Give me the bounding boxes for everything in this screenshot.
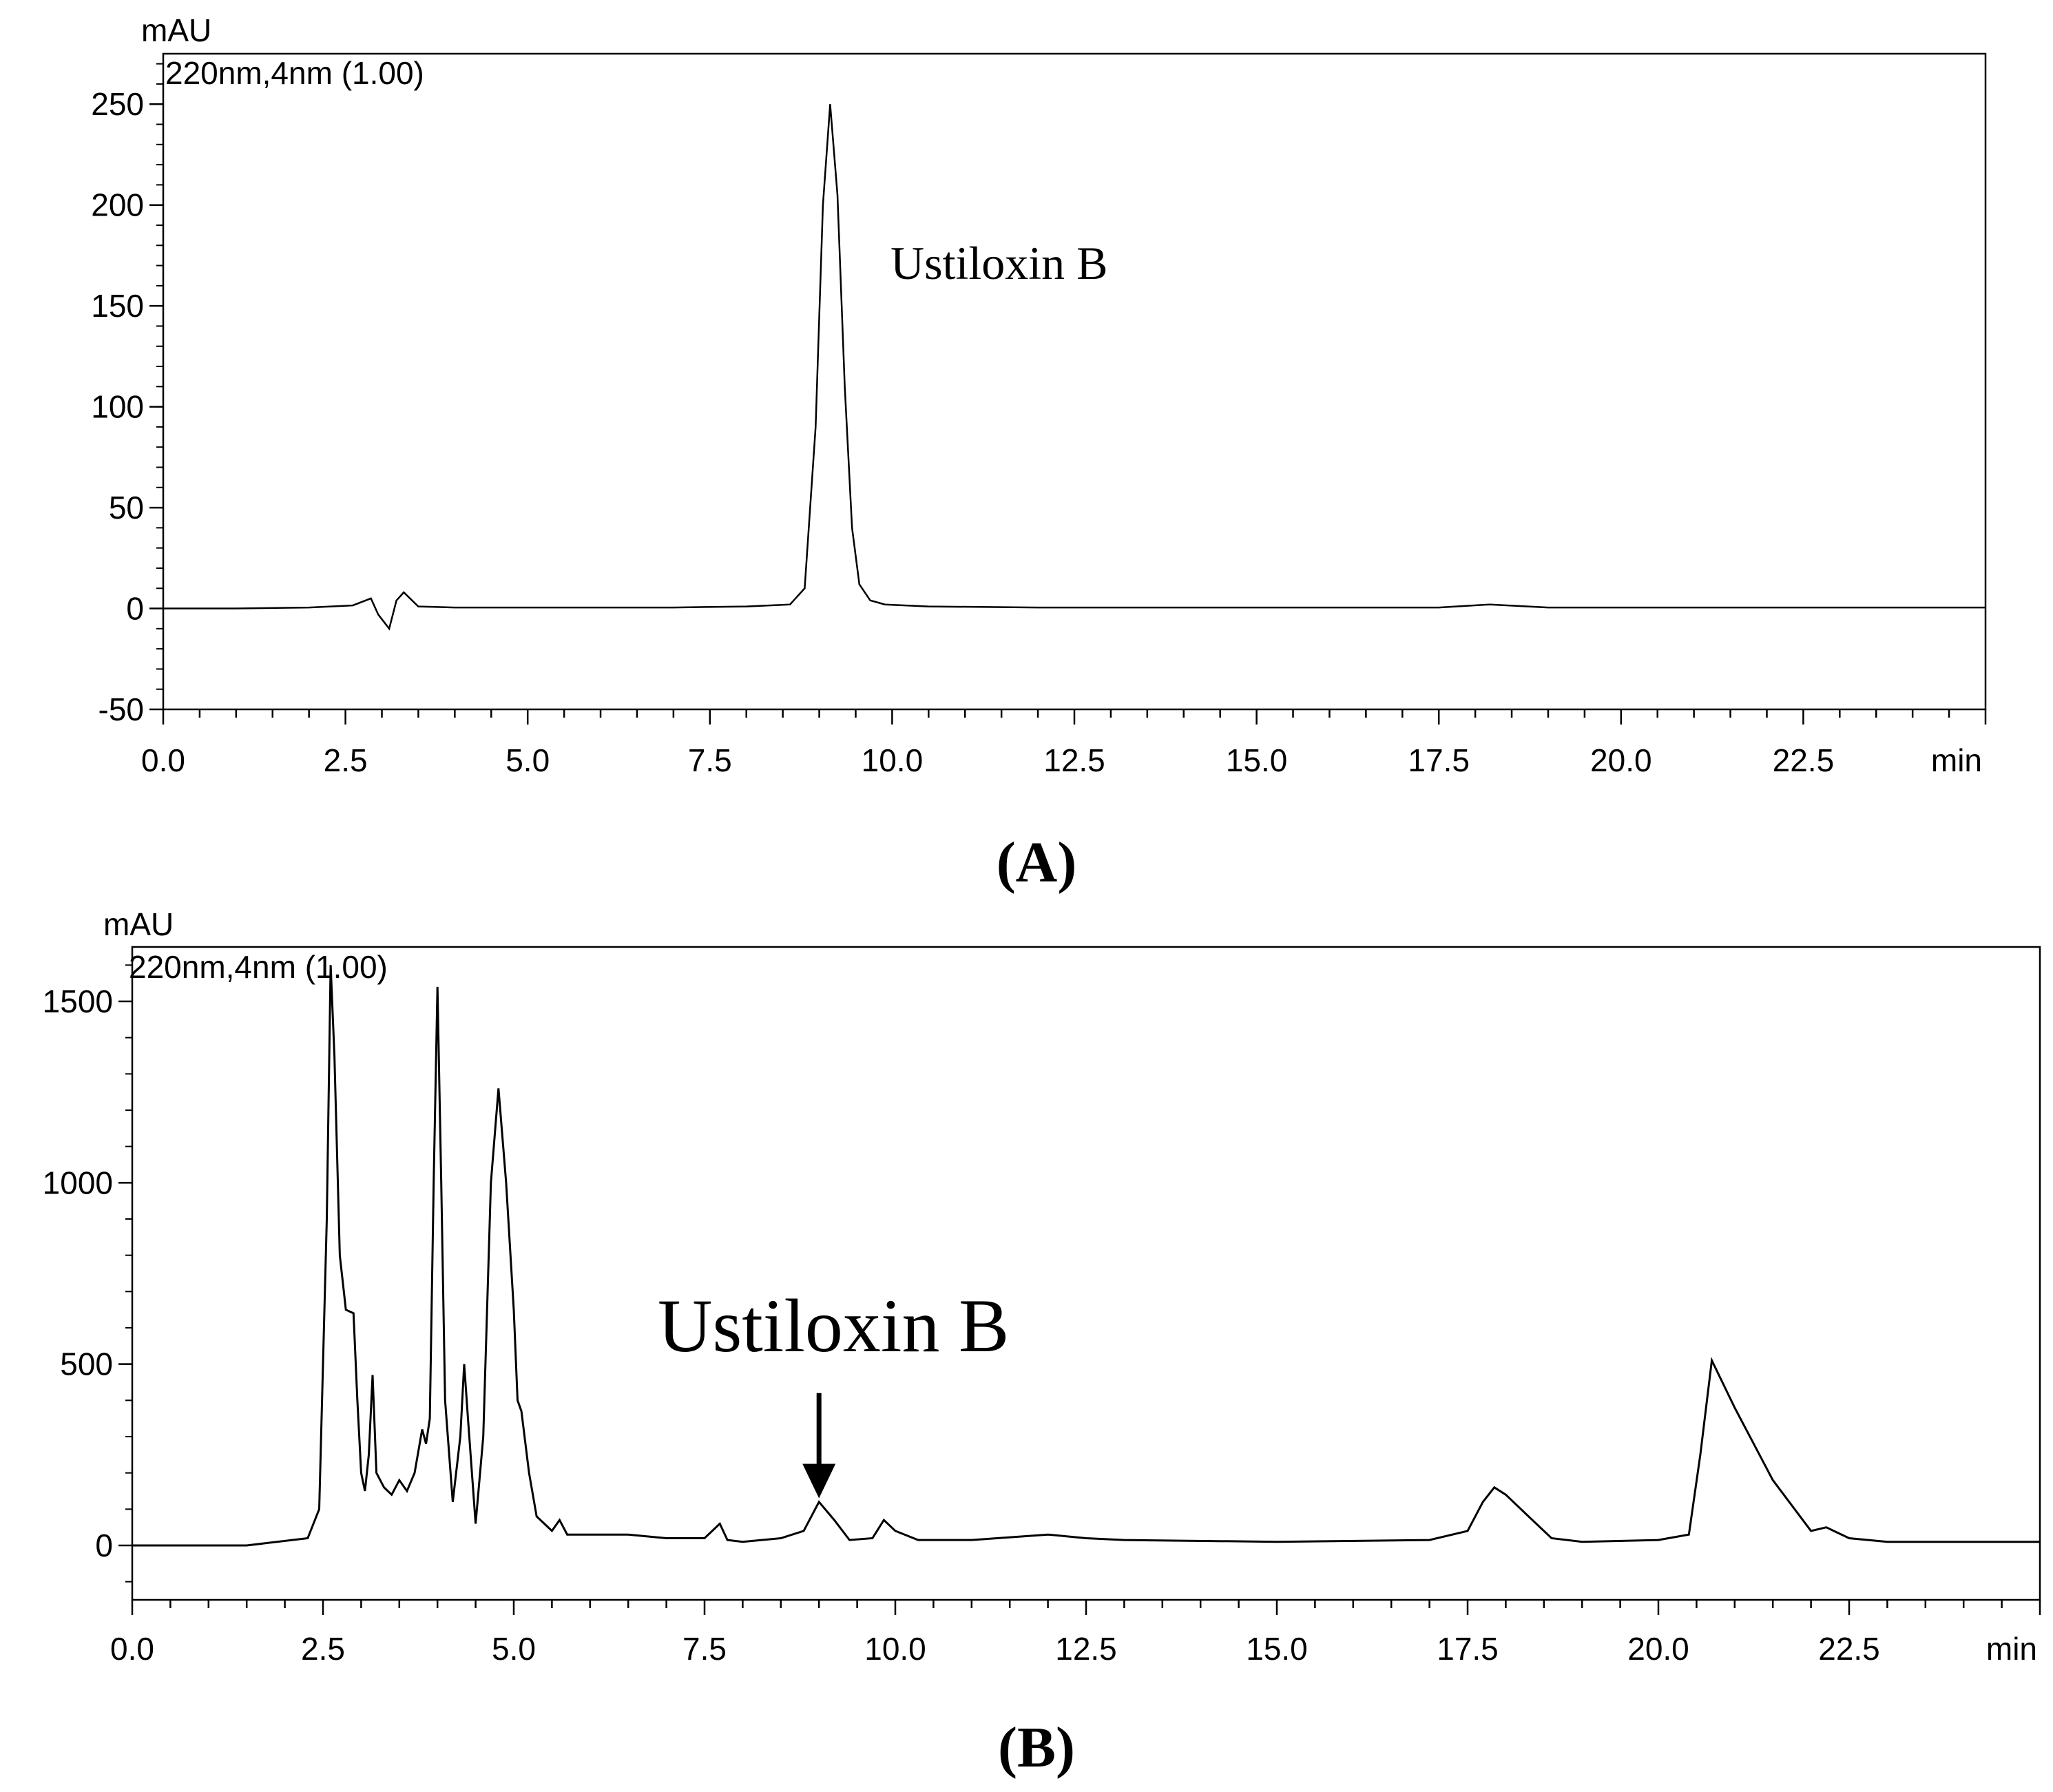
x-tick-label: 15.0 <box>1246 1631 1308 1667</box>
panel-label-b: (B) <box>998 1716 1075 1780</box>
plot-area-frame <box>131 946 2041 1601</box>
y-tick-label: 0 <box>126 591 144 627</box>
x-axis-unit-label: min <box>1931 742 1982 778</box>
x-tick-label: 5.0 <box>492 1631 536 1667</box>
x-axis: 0.0 2.5 5.0 7.5 10.0 12.5 15.0 17.5 20.0 22.5 <box>141 709 1987 778</box>
x-tick-label: 12.5 <box>1055 1631 1117 1667</box>
peak-annotation-label: Ustiloxin B <box>890 237 1108 289</box>
y-tick-label: 150 <box>91 288 144 324</box>
y-tick-label: 1500 <box>43 983 113 1019</box>
chromatogram-panel-a: -50 0 50 100 150 200 250 0.0 2.5 5.0 7.5 10.0 12.5 1… <box>91 12 1987 778</box>
detector-header-label: 220nm,4nm (1.00) <box>129 949 388 985</box>
x-tick-label: 17.5 <box>1437 1631 1499 1667</box>
plot-area-frame <box>162 52 1987 711</box>
x-tick-label: 2.5 <box>324 742 368 778</box>
x-tick-label: 7.5 <box>682 1631 727 1667</box>
x-tick-label: 0.0 <box>110 1631 154 1667</box>
x-tick-label: 20.0 <box>1627 1631 1689 1667</box>
x-tick-label: 17.5 <box>1408 742 1470 778</box>
x-axis: 0.0 2.5 5.0 7.5 10.0 12.5 15.0 17.5 20.0 22.5 <box>110 1600 2041 1667</box>
x-tick-label: 0.0 <box>141 742 185 778</box>
x-tick-label: 10.0 <box>862 742 924 778</box>
y-axis: -50 0 50 100 150 200 250 <box>91 63 163 727</box>
x-tick-label: 10.0 <box>864 1631 926 1667</box>
y-tick-label: 0 <box>95 1528 113 1563</box>
chromatogram-trace <box>163 104 1986 631</box>
x-tick-label: 22.5 <box>1773 742 1835 778</box>
peak-annotation-label: Ustiloxin B <box>658 1284 1009 1368</box>
y-tick-label: 50 <box>109 490 144 525</box>
x-tick-label: 2.5 <box>301 1631 345 1667</box>
peak-arrow-head <box>802 1463 836 1499</box>
y-axis: 0 500 1000 1500 <box>43 964 132 1583</box>
x-tick-label: 22.5 <box>1818 1631 1880 1667</box>
y-tick-label: 250 <box>91 86 144 122</box>
chromatogram-panel-b: 0 500 1000 1500 0.0 2.5 5.0 7.5 10.0 12.5 15.0 17.… <box>43 906 2041 1667</box>
y-tick-label: 500 <box>60 1346 113 1382</box>
y-tick-label: 100 <box>91 389 144 425</box>
y-axis-unit-label: mAU <box>103 906 174 942</box>
panel-label-a: (A) <box>997 831 1077 895</box>
y-tick-label: 1000 <box>43 1165 113 1200</box>
x-tick-label: 12.5 <box>1043 742 1105 778</box>
detector-header-label: 220nm,4nm (1.00) <box>165 55 424 91</box>
y-tick-label: 200 <box>91 187 144 223</box>
x-tick-label: 7.5 <box>688 742 732 778</box>
x-axis-unit-label: min <box>1986 1631 2037 1667</box>
y-tick-label: -50 <box>98 691 144 727</box>
y-axis-unit-label: mAU <box>141 12 211 48</box>
chromatogram-trace <box>132 965 2040 1547</box>
x-tick-label: 5.0 <box>506 742 550 778</box>
x-tick-label: 15.0 <box>1226 742 1288 778</box>
x-tick-label: 20.0 <box>1590 742 1652 778</box>
